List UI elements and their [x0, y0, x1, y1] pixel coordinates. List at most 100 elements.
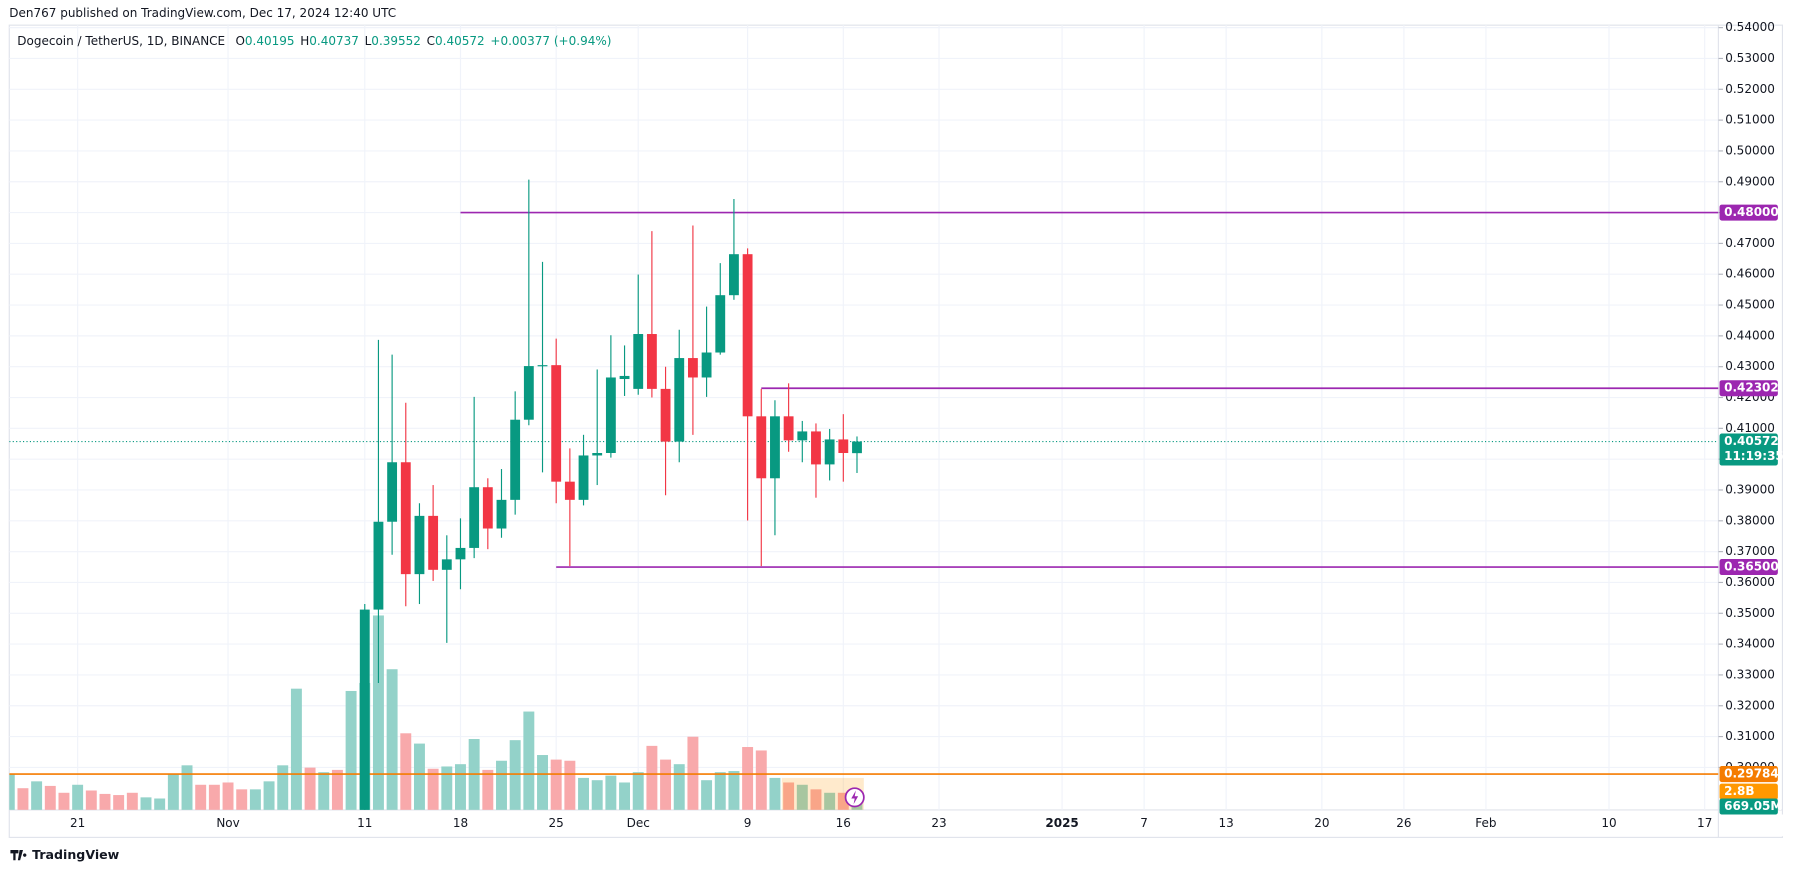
level-badge-bg: [1719, 204, 1778, 221]
volume-bar: [714, 772, 726, 810]
volume-bar: [126, 792, 138, 810]
publisher-note: Den767 published on TradingView.com, Dec…: [9, 6, 396, 20]
alert-icon: [844, 787, 865, 808]
brand-name: TradingView: [32, 847, 120, 862]
level-badge-bg: [1719, 559, 1778, 576]
x-tick-label: 23: [931, 816, 946, 830]
volume-bar: [769, 777, 781, 810]
volume-bar: [290, 688, 302, 810]
volume-bar: [728, 771, 740, 810]
volume-bar: [208, 784, 220, 810]
volume-bar: [85, 790, 97, 810]
level-badge: 0.36500: [1724, 560, 1779, 574]
candle-body: [496, 499, 507, 529]
volume-bar: [441, 766, 453, 810]
candle-body: [701, 352, 712, 378]
candle-body: [756, 416, 767, 479]
volume-bar: [496, 760, 507, 810]
candle-body: [619, 375, 630, 380]
ohlc-prefix: H: [300, 34, 309, 48]
ohlc-value: 0.39552: [371, 34, 421, 48]
ohlc-value: 0.40195: [245, 34, 295, 48]
x-tick-label: 26: [1396, 816, 1411, 830]
x-tick-label: 2025: [1045, 816, 1078, 830]
candle-body: [797, 431, 808, 441]
y-tick-label: 0.54000: [1725, 20, 1775, 34]
volume-bar: [9, 774, 15, 810]
x-tick-label: 13: [1219, 816, 1234, 830]
candle-body: [400, 462, 411, 575]
x-tick-label: Feb: [1475, 816, 1496, 830]
volume-bar: [400, 733, 412, 810]
volume-bar: [140, 797, 152, 810]
brand-logo: TradingView: [10, 847, 120, 862]
y-tick-label: 0.37000: [1725, 544, 1775, 558]
level-badge: 0.29784: [1724, 767, 1779, 781]
candle-body: [373, 521, 384, 610]
symbol: Dogecoin / TetherUS, 1D, BINANCE: [17, 34, 225, 48]
candle-body: [387, 462, 398, 522]
x-tick-label: 7: [1140, 816, 1148, 830]
y-tick-label: 0.51000: [1725, 113, 1775, 127]
level-badge-bg: [1719, 766, 1778, 783]
candle-body: [660, 388, 671, 442]
candle-body: [537, 365, 548, 367]
volume-bar: [810, 789, 822, 810]
volume-bar: [455, 764, 466, 810]
volume-bar: [837, 792, 849, 810]
volume-bar: [523, 711, 535, 810]
y-tick-label: 0.46000: [1725, 267, 1775, 281]
candle-body: [455, 547, 466, 560]
volume-bar: [796, 784, 808, 810]
plot-area: [9, 179, 1719, 810]
volume-bar: [482, 769, 494, 810]
level-badge: 0.42302: [1724, 381, 1779, 395]
volume-bar: [263, 781, 275, 810]
y-tick-label: 0.39000: [1725, 482, 1775, 496]
volume-bar: [591, 780, 603, 810]
current-price-badge: 0.40572: [1724, 434, 1779, 448]
volume-bar: [632, 772, 644, 810]
candle-body: [564, 481, 575, 500]
candle-body: [770, 416, 780, 479]
volume-bar: [236, 789, 248, 810]
grid: [9, 25, 1719, 810]
volume-bar: [17, 788, 29, 810]
volume-bar: [742, 747, 754, 810]
x-tick-label: 11: [357, 816, 372, 830]
candle-body: [811, 431, 821, 465]
volume-bar: [222, 782, 234, 810]
volume-bar: [167, 774, 179, 810]
level-badge-bg: [1719, 380, 1778, 397]
candle-body: [742, 254, 753, 417]
candle-body: [482, 487, 493, 529]
y-tick-label: 0.34000: [1725, 637, 1775, 651]
volume-bar: [660, 759, 672, 810]
x-tick-label: 25: [549, 816, 564, 830]
countdown: 11:19:35: [1724, 449, 1784, 463]
candle-body: [783, 416, 794, 441]
volume-bar: [509, 740, 521, 810]
volume-bar: [646, 745, 658, 810]
ohlc-value: 0.40572: [435, 34, 485, 48]
volume-bar: [249, 789, 261, 810]
y-tick-label: 0.52000: [1725, 82, 1775, 96]
change: +0.00377 (+0.94%): [490, 34, 611, 48]
volume-ma-badge: 2.8B: [1724, 784, 1754, 798]
candle-body: [414, 515, 425, 575]
candle-body: [523, 366, 534, 420]
volume-bar: [619, 782, 631, 810]
logo-icon: [10, 849, 27, 861]
candle-body: [852, 441, 862, 454]
x-tick-label: 9: [744, 816, 752, 830]
current-price-badge-bg: [1719, 433, 1778, 466]
ohlc-prefix: L: [365, 34, 372, 48]
volume-bar: [72, 784, 84, 810]
x-tick-label: Nov: [216, 816, 239, 830]
volume-bar: [318, 772, 330, 810]
volume-bar: [755, 750, 767, 810]
candle-body: [646, 334, 657, 389]
